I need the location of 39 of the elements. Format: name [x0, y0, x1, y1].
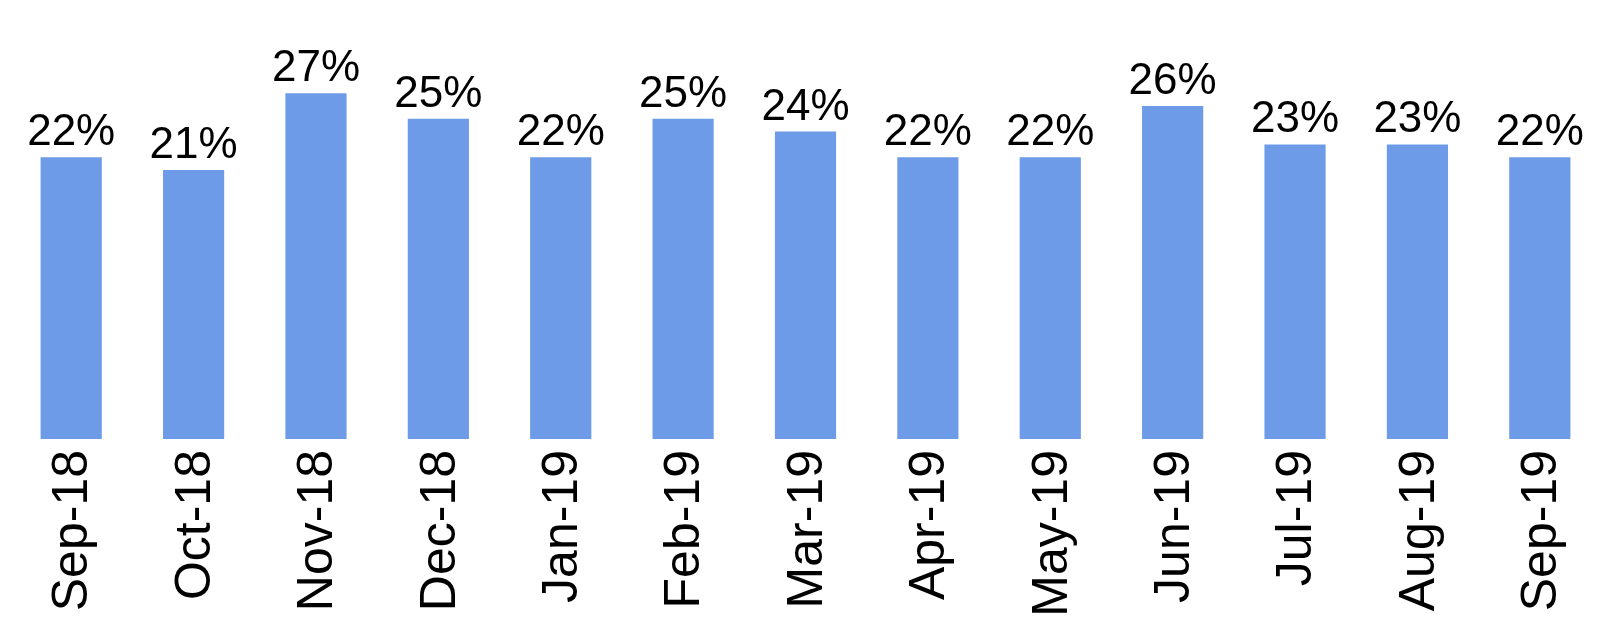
bar: [774, 131, 837, 439]
bar: [162, 170, 225, 439]
bar: [285, 93, 347, 439]
data-label: 23%: [1251, 92, 1340, 142]
x-tick-label: Sep-18: [42, 450, 99, 612]
data-label: 25%: [394, 66, 483, 116]
bar: [1264, 144, 1326, 439]
data-label: 21%: [149, 118, 238, 168]
bar: [1142, 106, 1204, 439]
x-tick-label: Dec-18: [409, 450, 466, 612]
x-tick-label: Oct-18: [164, 450, 221, 601]
x-tick-label: Nov-18: [287, 450, 344, 612]
bar: [40, 157, 102, 439]
bar: [530, 157, 592, 439]
x-tick-label: Mar-19: [776, 450, 833, 609]
data-label: 23%: [1373, 92, 1462, 142]
data-label: 26%: [1128, 54, 1217, 104]
bar: [1509, 157, 1571, 439]
x-tick-label: Jan-19: [531, 450, 588, 603]
bar: [407, 118, 469, 439]
x-tick-label: Jun-19: [1143, 450, 1200, 603]
x-tick-label: Aug-19: [1388, 450, 1445, 612]
data-label: 22%: [883, 105, 972, 155]
data-label: 22%: [1006, 105, 1095, 155]
x-tick-label: Sep-19: [1511, 450, 1568, 612]
bar: [897, 157, 959, 439]
bar: [1386, 144, 1449, 439]
x-tick-label: Feb-19: [654, 450, 711, 609]
data-label: 25%: [639, 66, 728, 116]
data-label: 27%: [271, 41, 360, 91]
bar: [652, 118, 714, 439]
x-tick-label: Jul-19: [1266, 450, 1323, 587]
x-tick-label: Apr-19: [899, 450, 956, 601]
data-label: 22%: [1495, 105, 1584, 155]
data-label: 22%: [516, 105, 605, 155]
x-tick-label: May-19: [1021, 450, 1078, 617]
data-label: 24%: [761, 79, 850, 129]
bar: [1019, 157, 1081, 439]
data-label: 22%: [27, 105, 116, 155]
